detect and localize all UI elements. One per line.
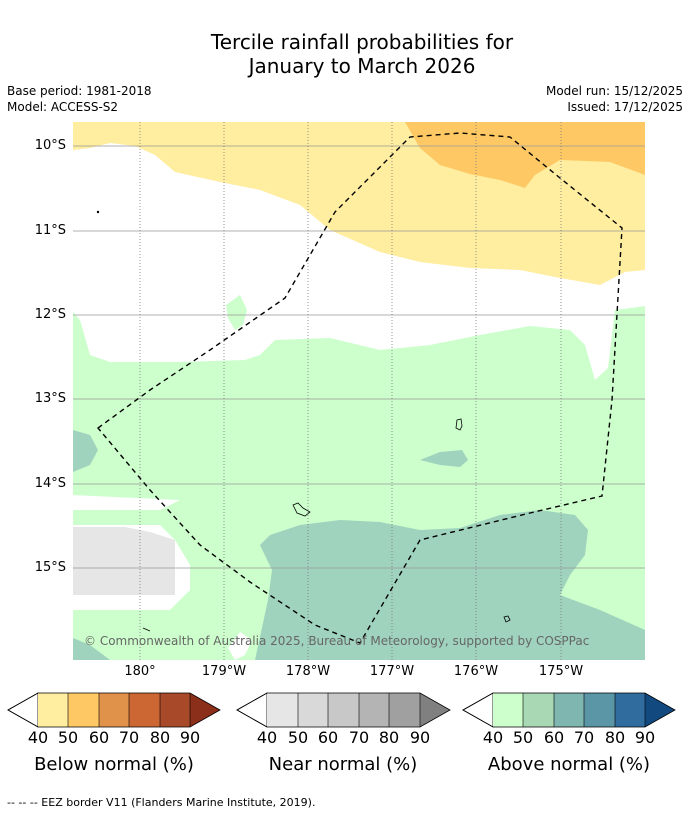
eez-border [96, 132, 623, 644]
lon-label-179w: 179°W [201, 664, 247, 679]
below-normal-50-60-region [405, 122, 645, 188]
islands [96, 210, 511, 632]
near-normal-40-50-region [73, 527, 175, 595]
copyright-text: © Commonwealth of Australia 2025, Bureau… [84, 634, 589, 648]
chart-title: Tercile rainfall probabilities for Janua… [0, 30, 690, 78]
meta-right: Model run: 15/12/2025 Issued: 17/12/2025 [546, 83, 683, 115]
above-normal-50-60-sw [73, 638, 110, 660]
lat-label-10s: 10°S [34, 138, 66, 153]
above-normal-50-60-west [73, 430, 98, 472]
title-line-1: Tercile rainfall probabilities for [210, 30, 514, 54]
lon-label-178w: 178°W [285, 664, 331, 679]
island-d [96, 210, 100, 214]
eez-legend-note: -- -- -- EEZ border V11 (Flanders Marine… [7, 796, 316, 809]
title-line-2: January to March 2026 [248, 54, 476, 78]
lat-grid [73, 145, 645, 569]
island-a [455, 418, 463, 431]
model-name: Model: ACCESS-S2 [7, 100, 119, 114]
map-area: © Commonwealth of Australia 2025, Bureau… [73, 122, 645, 660]
lat-label-13s: 13°S [34, 391, 66, 406]
lon-label-177w: 177°W [369, 664, 415, 679]
issued-date: Issued: 17/12/2025 [567, 100, 683, 114]
lat-label-11s: 11°S [34, 223, 66, 238]
base-period: Base period: 1981-2018 [7, 84, 152, 98]
island-e [142, 627, 151, 632]
lat-label-14s: 14°S [34, 476, 66, 491]
no-dominant-patch [228, 632, 252, 660]
island-c [503, 615, 511, 623]
lat-label-12s: 12°S [34, 307, 66, 322]
meta-left: Base period: 1981-2018 Model: ACCESS-S2 [7, 83, 152, 115]
above-normal-50-60-region [255, 510, 645, 660]
island-b [292, 502, 311, 517]
lat-label-15s: 15°S [34, 560, 66, 575]
lon-label-180: 180° [124, 664, 156, 679]
lon-label-176w: 176°W [453, 664, 499, 679]
above-normal-50-60-east [420, 450, 468, 467]
lon-label-175w: 175°W [538, 664, 584, 679]
model-run: Model run: 15/12/2025 [545, 84, 683, 98]
above-normal-40-50-patch [226, 295, 247, 330]
